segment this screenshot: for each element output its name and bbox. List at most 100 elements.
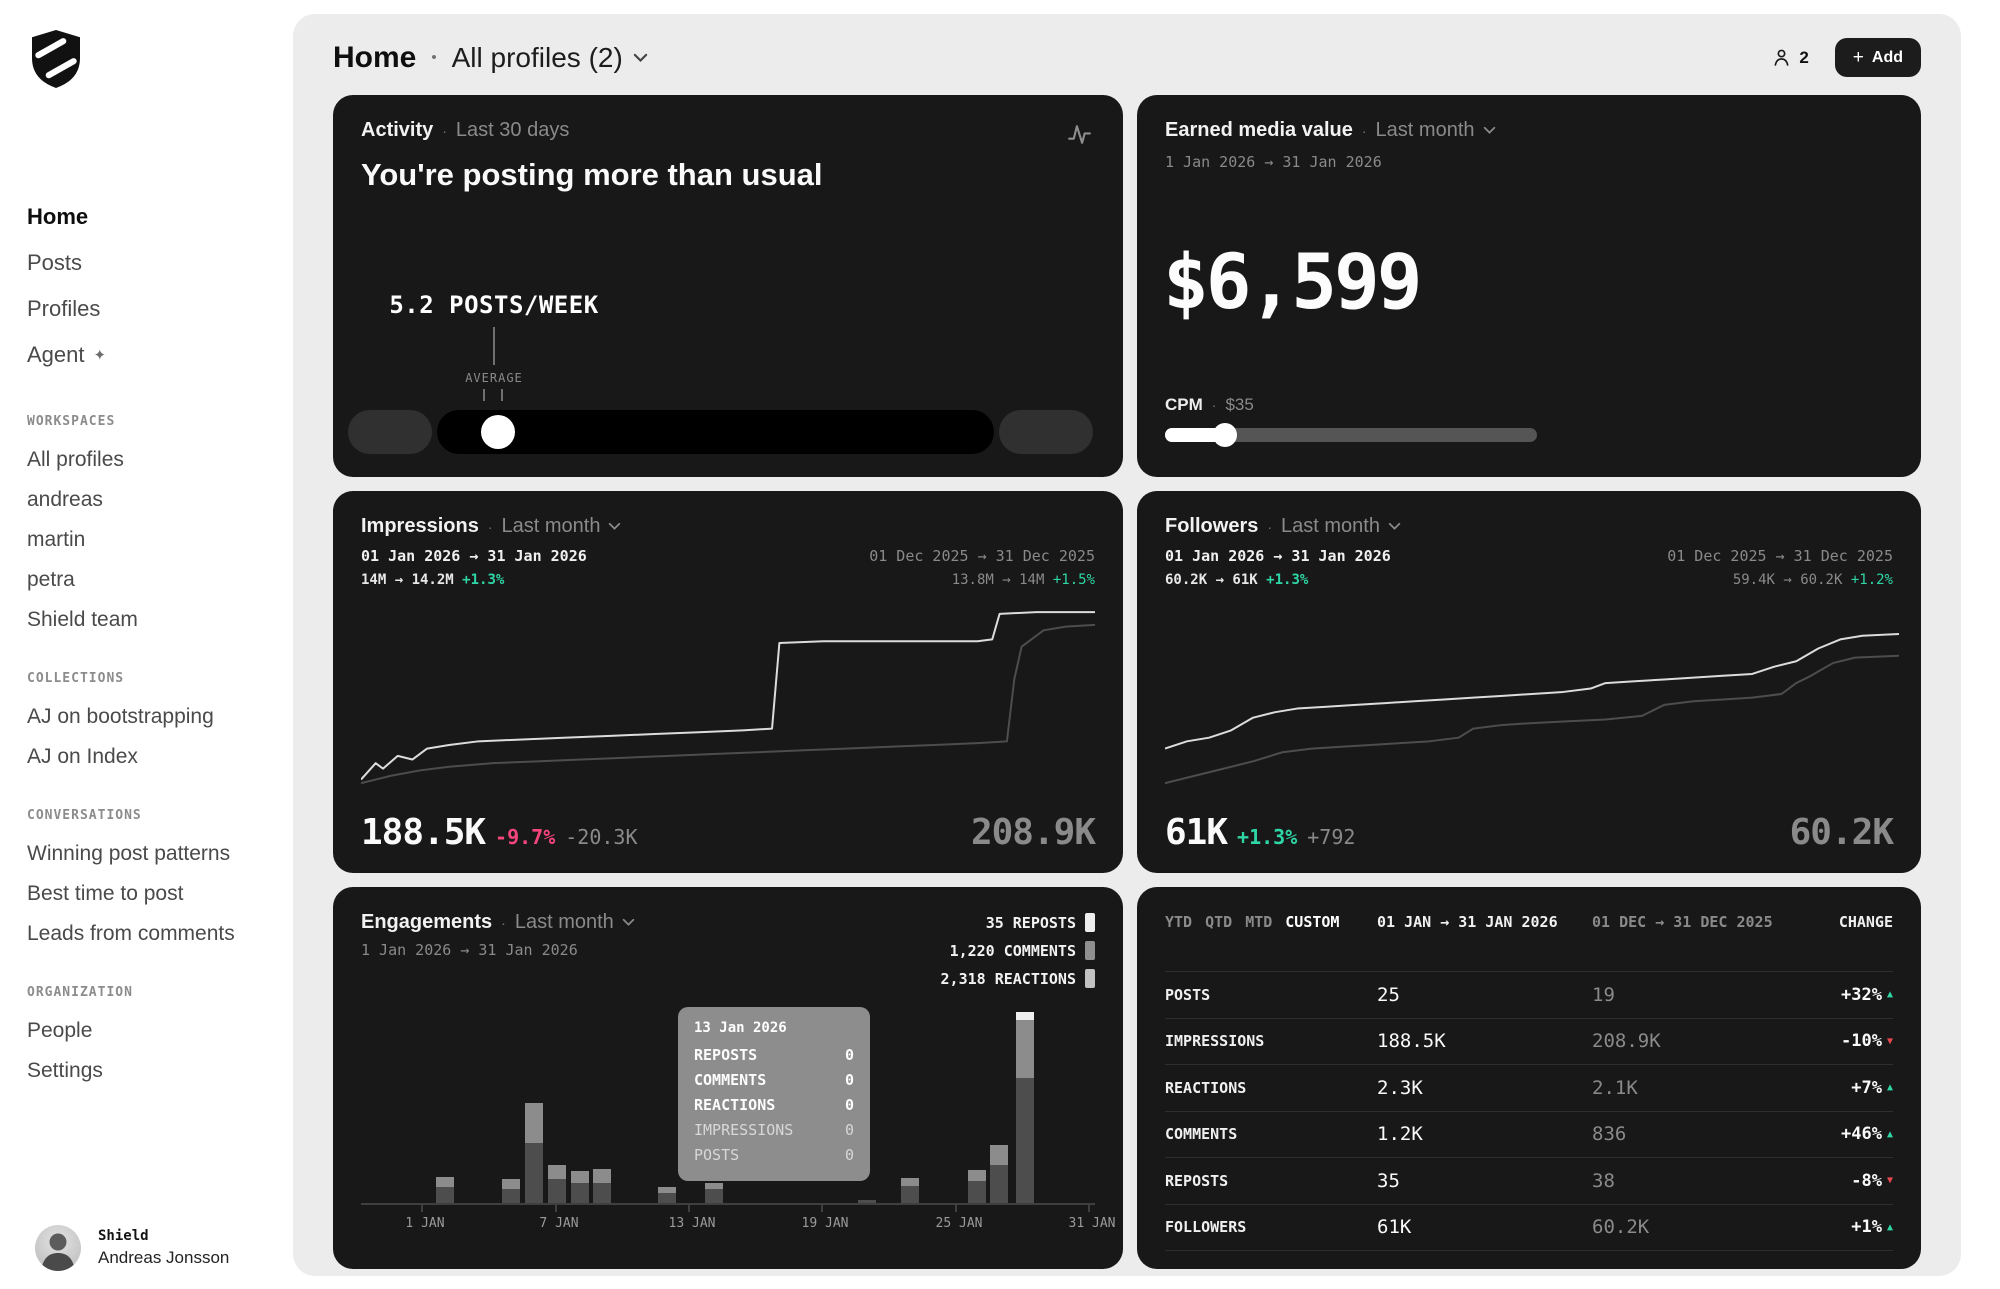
bar-segment [548,1165,566,1179]
chevron-down-icon [609,522,621,530]
sidebar-item-aj-on-bootstrapping[interactable]: AJ on bootstrapping [27,705,214,728]
sidebar-section-collections: COLLECTIONS AJ on bootstrapping AJ on Inde… [27,671,235,769]
followers-pct: +1.3% [1237,825,1298,849]
posts-per-week-label: 5.2 POSTS/WEEK [389,291,599,319]
cpm-slider-fill [1165,428,1227,442]
stats-table-card: YTD QTD MTD CUSTOM 01 JAN → 31 JAN 2026 01 … [1137,887,1921,1269]
tab-mtd[interactable]: MTD [1245,913,1273,931]
engagements-period-dropdown[interactable]: Last month [515,911,635,934]
row-current-value: 35 [1377,1169,1400,1192]
table-row-posts[interactable]: POSTS 25 19 +32% ▲ [1165,971,1893,1018]
table-row-reposts[interactable]: REPOSTS 35 38 -8% ▼ [1165,1157,1893,1204]
impressions-pct: -9.7% [495,825,556,849]
row-change: -10% ▼ [1841,1031,1893,1051]
cpm-slider-knob[interactable] [1213,423,1237,447]
cpm-slider[interactable] [1165,423,1537,447]
user-account[interactable]: Shield Andreas Jonsson [35,1225,229,1271]
sparkle-icon: ✦ [93,346,107,364]
current-delta-pct: +1.3% [462,572,505,588]
table-row-followers[interactable]: FOLLOWERS 61K 60.2K +1% ▲ [1165,1203,1893,1251]
chevron-down-icon [1388,522,1401,530]
sidebar-item-people[interactable]: People [27,1019,93,1042]
topbar-actions: 2 + Add [1771,38,1921,77]
sidebar-item-posts[interactable]: Posts [27,250,83,275]
current-delta-values: 14M → 14.2M [361,572,454,588]
impressions_trend-previous-line [361,625,1095,783]
legend-item-reactions[interactable]: 2,318 REACTIONS [941,969,1095,988]
emv-period-dropdown[interactable]: Last month [1376,119,1496,142]
slider-left-segment[interactable] [348,410,432,454]
bar-segment [1016,1020,1034,1078]
tooltip-row-reactions: REACTIONS 0 [694,1096,854,1114]
bar-segment [990,1165,1008,1203]
main-container: Home • All profiles (2) 2 + Add Ac [293,14,1961,1276]
slider-right-segment[interactable] [999,410,1093,454]
row-previous-value: 60.2K [1592,1216,1650,1239]
row-label: IMPRESSIONS [1165,1032,1265,1051]
members-indicator[interactable]: 2 [1771,47,1809,68]
sidebar-item-petra[interactable]: petra [27,568,75,591]
sidebar-item-home[interactable]: Home [27,204,89,229]
row-previous-value: 208.9K [1592,1030,1661,1053]
table-row-impressions[interactable]: IMPRESSIONS 188.5K 208.9K -10% ▼ [1165,1017,1893,1065]
sidebar-item-agent[interactable]: Agent ✦ [27,342,107,367]
average-label: AVERAGE [465,371,523,385]
sidebar-item-leads-from-comments[interactable]: Leads from comments [27,922,235,945]
bar-segment [990,1145,1008,1165]
previous-delta-pct: +1.2% [1850,572,1893,588]
person-icon [1774,49,1789,66]
page-title: Home [333,40,417,74]
axis-label: 1 JAN [405,1216,445,1231]
sidebar-item-settings[interactable]: Settings [27,1059,103,1082]
impressions-period-dropdown[interactable]: Last month [502,515,622,538]
impressions-footer: 188.5K -9.7% -20.3K 208.9K [361,812,1096,853]
previous-range: 01 Dec 2025 → 31 Dec 2025 [869,547,1095,565]
profile-scope-dropdown[interactable]: All profiles (2) [452,42,648,74]
dot-separator: · [501,914,506,931]
row-change-value: +1% [1851,1217,1882,1238]
sidebar-item-best-time-to-post[interactable]: Best time to post [27,882,184,905]
legend-item-reposts[interactable]: 35 REPOSTS [941,913,1095,932]
tab-custom[interactable]: CUSTOM [1285,913,1340,931]
row-change: -8% ▼ [1851,1171,1893,1191]
followers-period-dropdown[interactable]: Last month [1281,515,1401,538]
table-row-reactions[interactable]: REACTIONS 2.3K 2.1K +7% ▲ [1165,1064,1893,1111]
user-text: Shield Andreas Jonsson [98,1228,229,1268]
shield-logo-icon[interactable] [32,30,80,88]
current-delta-pct: +1.3% [1266,572,1309,588]
sidebar-item-profiles[interactable]: Profiles [27,296,101,321]
add-button[interactable]: + Add [1834,38,1921,77]
sidebar-item-all-profiles[interactable]: All profiles [27,448,124,471]
followers-value: 61K [1165,812,1228,853]
row-label: REACTIONS [1165,1078,1247,1097]
chevron-down-icon [622,918,635,926]
row-change-value: +7% [1851,1077,1882,1098]
slider-knob[interactable] [481,415,515,449]
sidebar-section-title: COLLECTIONS [27,671,125,686]
sidebar-item-shield-team[interactable]: Shield team [27,608,138,631]
chart-tooltip: 13 Jan 2026 REPOSTS 0 COMMENTS 0 REACTIONS 0 I… [678,1007,870,1181]
slider-track[interactable] [437,410,994,454]
emv-date-range: 1 Jan 2026 → 31 Jan 2026 [1165,153,1382,171]
emv-period-label: Last month [1375,119,1475,141]
legend-item-comments[interactable]: 1,220 COMMENTS [941,941,1095,960]
sidebar-section-title: WORKSPACES [27,414,116,429]
sidebar-item-andreas[interactable]: andreas [27,488,103,511]
row-change: +32% ▲ [1841,985,1893,1005]
sidebar-item-aj-on-index[interactable]: AJ on Index [27,745,138,768]
row-previous-value: 2.1K [1592,1076,1638,1099]
row-previous-value: 38 [1592,1169,1615,1192]
bar-segment [571,1183,589,1203]
table-row-comments[interactable]: COMMENTS 1.2K 836 +46% ▲ [1165,1110,1893,1158]
emv-header: Earned media value · Last month [1165,119,1496,142]
tab-qtd[interactable]: QTD [1205,913,1233,931]
sidebar-item-winning-post-patterns[interactable]: Winning post patterns [27,842,231,865]
sidebar-item-martin[interactable]: martin [27,528,86,551]
bar-segment [658,1193,676,1203]
tooltip-row-comments: COMMENTS 0 [694,1071,854,1089]
topbar-breadcrumb: Home • All profiles (2) [333,41,648,75]
bar-segment [1016,1078,1034,1203]
dot-separator: · [487,518,493,535]
tab-ytd[interactable]: YTD [1165,913,1193,931]
previous-delta: 13.8M → 14M +1.5% [869,572,1095,588]
